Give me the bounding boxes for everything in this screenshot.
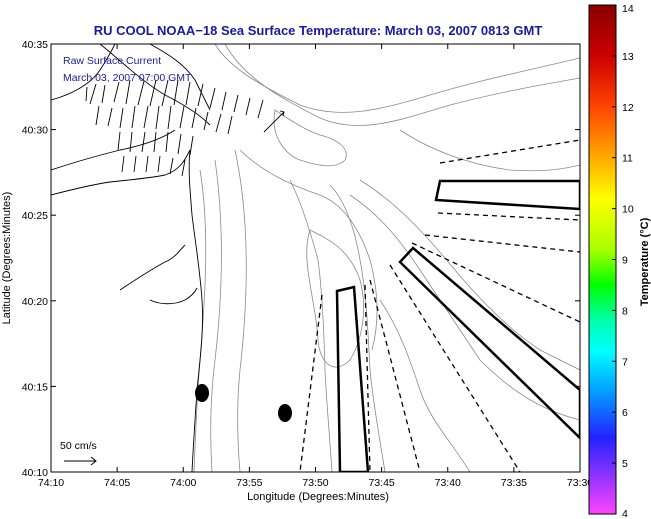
x-tick-label: 74:10	[38, 477, 64, 489]
y-tick-label: 40:15	[22, 381, 48, 393]
bathymetry-contours	[193, 44, 580, 472]
x-axis-label: Longitude (Degrees:Minutes)	[247, 491, 389, 503]
y-tick-label: 40:35	[22, 39, 48, 51]
y-axis-label: Latitude (Degrees:Minutes)	[1, 192, 13, 325]
colorbar-tick-label: 6	[622, 407, 628, 419]
coastline	[51, 44, 211, 472]
x-axis-ticks: 74:10 74:05 74:00 73:55 73:50 73:45 73:40 73:35…	[38, 44, 593, 489]
current-annotation-line1: Raw Surface Current	[63, 55, 161, 67]
scale-vector-label: 50 cm/s	[60, 440, 97, 452]
colorbar-tick-label: 14	[622, 3, 634, 15]
station-marker	[278, 404, 292, 422]
x-tick-label: 74:00	[170, 477, 196, 489]
colorbar-tick-label: 5	[622, 458, 628, 470]
x-tick-label: 73:30	[567, 477, 593, 489]
current-vectors	[85, 79, 285, 177]
map-plot: Raw Surface Current March 03, 2007 07:00…	[51, 44, 580, 472]
y-tick-label: 40:25	[22, 210, 48, 222]
station-marker	[195, 384, 209, 402]
x-tick-label: 73:50	[302, 477, 328, 489]
survey-wedges	[335, 179, 580, 472]
colorbar-tick-label: 8	[622, 305, 628, 317]
colorbar-tick-label: 7	[622, 356, 628, 368]
colorbar-tick-label: 11	[622, 153, 633, 165]
colorbar-tick-label: 10	[622, 204, 634, 216]
x-tick-label: 73:55	[236, 477, 262, 489]
x-tick-label: 74:05	[104, 477, 130, 489]
y-axis-ticks: 40:35 40:30 40:25 40:20 40:15 40:10	[22, 39, 580, 479]
colorbar-gradient	[588, 4, 617, 515]
colorbar-ticks: 14 13 12 11 10 9 8 7 6 5 4	[612, 3, 634, 519]
y-tick-label: 40:10	[22, 467, 48, 479]
y-tick-label: 40:20	[22, 296, 48, 308]
x-tick-label: 73:40	[435, 477, 461, 489]
current-annotation-line2: March 03, 2007 07:00 GMT	[63, 72, 192, 84]
colorbar: 14 13 12 11 10 9 8 7 6 5 4 Temperature (°C)	[588, 3, 651, 519]
colorbar-tick-label: 9	[622, 255, 628, 267]
colorbar-label: Temperature (°C)	[639, 217, 651, 306]
radial-dashed-lines	[299, 139, 580, 472]
x-tick-label: 73:45	[368, 477, 394, 489]
colorbar-tick-label: 12	[622, 102, 634, 114]
figure-title: RU COOL NOAA−18 Sea Surface Temperature:…	[94, 23, 543, 38]
x-tick-label: 73:35	[501, 477, 527, 489]
colorbar-tick-label: 4	[622, 508, 628, 519]
y-tick-label: 40:30	[22, 125, 48, 137]
colorbar-tick-label: 13	[622, 51, 634, 63]
